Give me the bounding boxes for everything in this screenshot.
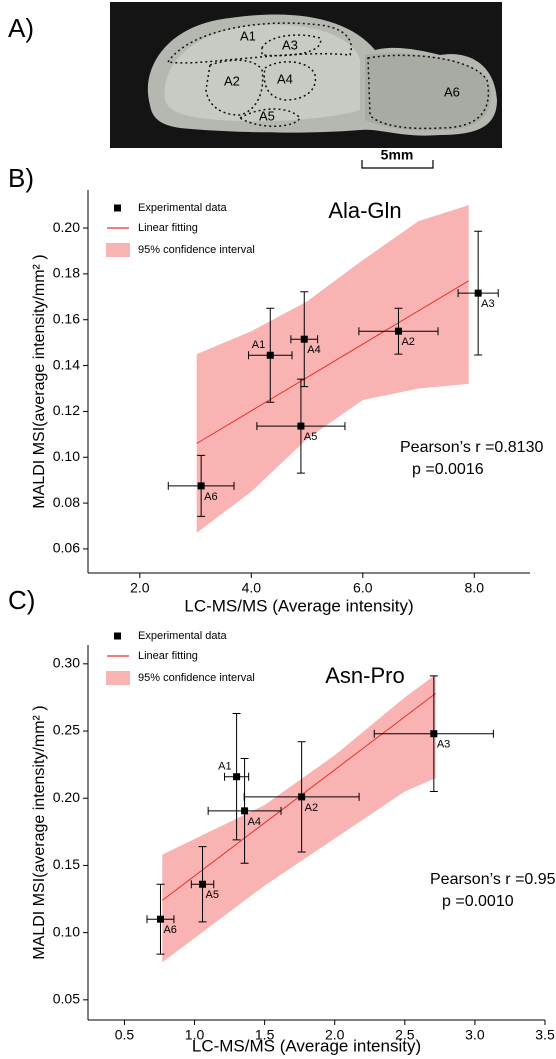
confidence-band xyxy=(196,205,469,533)
region-label: A2 xyxy=(224,73,240,88)
panel-label: A) xyxy=(8,13,34,43)
annotation: Pearson’s r =0.9557 xyxy=(430,871,556,888)
data-point xyxy=(474,289,482,297)
region-label: A1 xyxy=(240,28,256,43)
legend-label: Linear fitting xyxy=(138,222,198,234)
legend-label: 95% confidence interval xyxy=(138,672,255,684)
plot-area xyxy=(196,205,469,533)
point-label: A5 xyxy=(206,889,219,901)
panel-a: A) A1 A2 A3 A4 A5 A6 5mm xyxy=(8,2,502,169)
point-label: A6 xyxy=(204,491,217,503)
chart-title: Ala-Gln xyxy=(328,198,401,223)
y-tick-label: 0.20 xyxy=(53,219,80,235)
point-label: A2 xyxy=(401,336,414,348)
x-axis-label: LC-MS/MS (Average intensity) xyxy=(184,596,413,615)
y-tick-label: 0.10 xyxy=(53,448,80,464)
legend-label: 95% confidence interval xyxy=(138,244,255,256)
fit-line xyxy=(196,280,469,444)
tissue-region xyxy=(365,53,491,131)
chart: C) 0.05 0.10 0.15 0.20 0.25 0.30 0.5 1.0 1.5 2.0 2.… xyxy=(8,585,556,1056)
x-tick-label: 2.0 xyxy=(130,580,150,596)
x-tick-label: 4.0 xyxy=(242,580,262,596)
point-label: A5 xyxy=(304,431,317,443)
point-label: A3 xyxy=(481,298,494,310)
region-label: A6 xyxy=(444,84,460,99)
data-point xyxy=(394,327,402,335)
y-tick-label: 0.25 xyxy=(53,722,80,738)
y-axis-label: MALDI MSI(average intensity/mm² ) xyxy=(31,254,48,508)
x-tick-label: 2.0 xyxy=(325,1027,345,1043)
scale-bar-label: 5mm xyxy=(381,147,414,163)
x-tick-label: 3.0 xyxy=(465,1027,485,1043)
region-outlines xyxy=(166,22,490,130)
data-point xyxy=(197,482,205,490)
legend-label: Linear fitting xyxy=(138,650,198,662)
y-tick-label: 0.08 xyxy=(53,494,80,510)
x-axis-label: LC-MS/MS (Average intensity) xyxy=(192,1036,421,1055)
annotation: Pearson’s r =0.8130 xyxy=(400,439,543,456)
point-label: A2 xyxy=(305,802,318,814)
data-point xyxy=(199,880,207,888)
tissue-region xyxy=(164,24,360,122)
y-tick-label: 0.14 xyxy=(53,356,80,372)
plot-area xyxy=(161,674,436,963)
data-point xyxy=(298,793,306,801)
legend-swatch xyxy=(106,243,130,257)
y-tick-label: 0.20 xyxy=(53,789,80,805)
y-tick-label: 0.18 xyxy=(53,265,80,281)
panel-label: C) xyxy=(8,585,35,615)
region-label: A5 xyxy=(259,108,275,123)
point-label: A4 xyxy=(307,344,320,356)
x-tick-label: 2.5 xyxy=(395,1027,415,1043)
data-point xyxy=(300,335,308,343)
legend-swatch xyxy=(114,204,121,212)
y-tick-label: 0.16 xyxy=(53,310,80,326)
y-tick-label: 0.05 xyxy=(53,991,80,1007)
data-point xyxy=(241,807,249,815)
x-tick-label: 1.5 xyxy=(255,1027,275,1043)
chart: B) 0.06 0.08 0.10 0.12 0.14 0.16 0.18 0.20 2.0 4.0… xyxy=(8,163,543,616)
y-tick-label: 0.12 xyxy=(53,402,80,418)
legend-swatch xyxy=(114,632,121,640)
x-tick-label: 6.0 xyxy=(353,580,373,596)
data-point xyxy=(266,351,274,359)
data-point xyxy=(297,422,305,430)
region-label: A3 xyxy=(282,37,298,52)
data-point xyxy=(430,730,438,738)
y-tick-label: 0.30 xyxy=(53,655,80,671)
legend-label: Experimental data xyxy=(138,202,228,214)
point-label: A1 xyxy=(252,339,265,351)
y-tick-label: 0.15 xyxy=(53,856,80,872)
chart-title: Asn-Pro xyxy=(325,663,404,688)
x-tick-label: 8.0 xyxy=(465,580,485,596)
y-tick-label: 0.06 xyxy=(53,540,80,556)
point-label: A4 xyxy=(248,816,261,828)
scale-bar xyxy=(361,160,434,169)
x-tick-label: 0.5 xyxy=(115,1027,135,1043)
region-label: A4 xyxy=(277,71,293,86)
legend-label: Experimental data xyxy=(138,630,228,642)
confidence-band xyxy=(162,674,436,963)
point-label: A3 xyxy=(437,739,450,751)
point-label: A1 xyxy=(218,761,231,773)
legend-swatch xyxy=(106,671,130,685)
y-axis-label: MALDI MSI(average intensity/mm² ) xyxy=(31,705,48,959)
annotation: p =0.0016 xyxy=(412,461,484,478)
x-tick-label: 3.5 xyxy=(535,1027,555,1043)
panel-label: B) xyxy=(8,163,34,193)
y-tick-label: 0.10 xyxy=(53,923,80,939)
data-point xyxy=(233,773,241,781)
annotation: p =0.0010 xyxy=(442,893,514,910)
data-point xyxy=(156,915,164,923)
point-label: A6 xyxy=(163,924,176,936)
x-tick-label: 1.0 xyxy=(185,1027,205,1043)
